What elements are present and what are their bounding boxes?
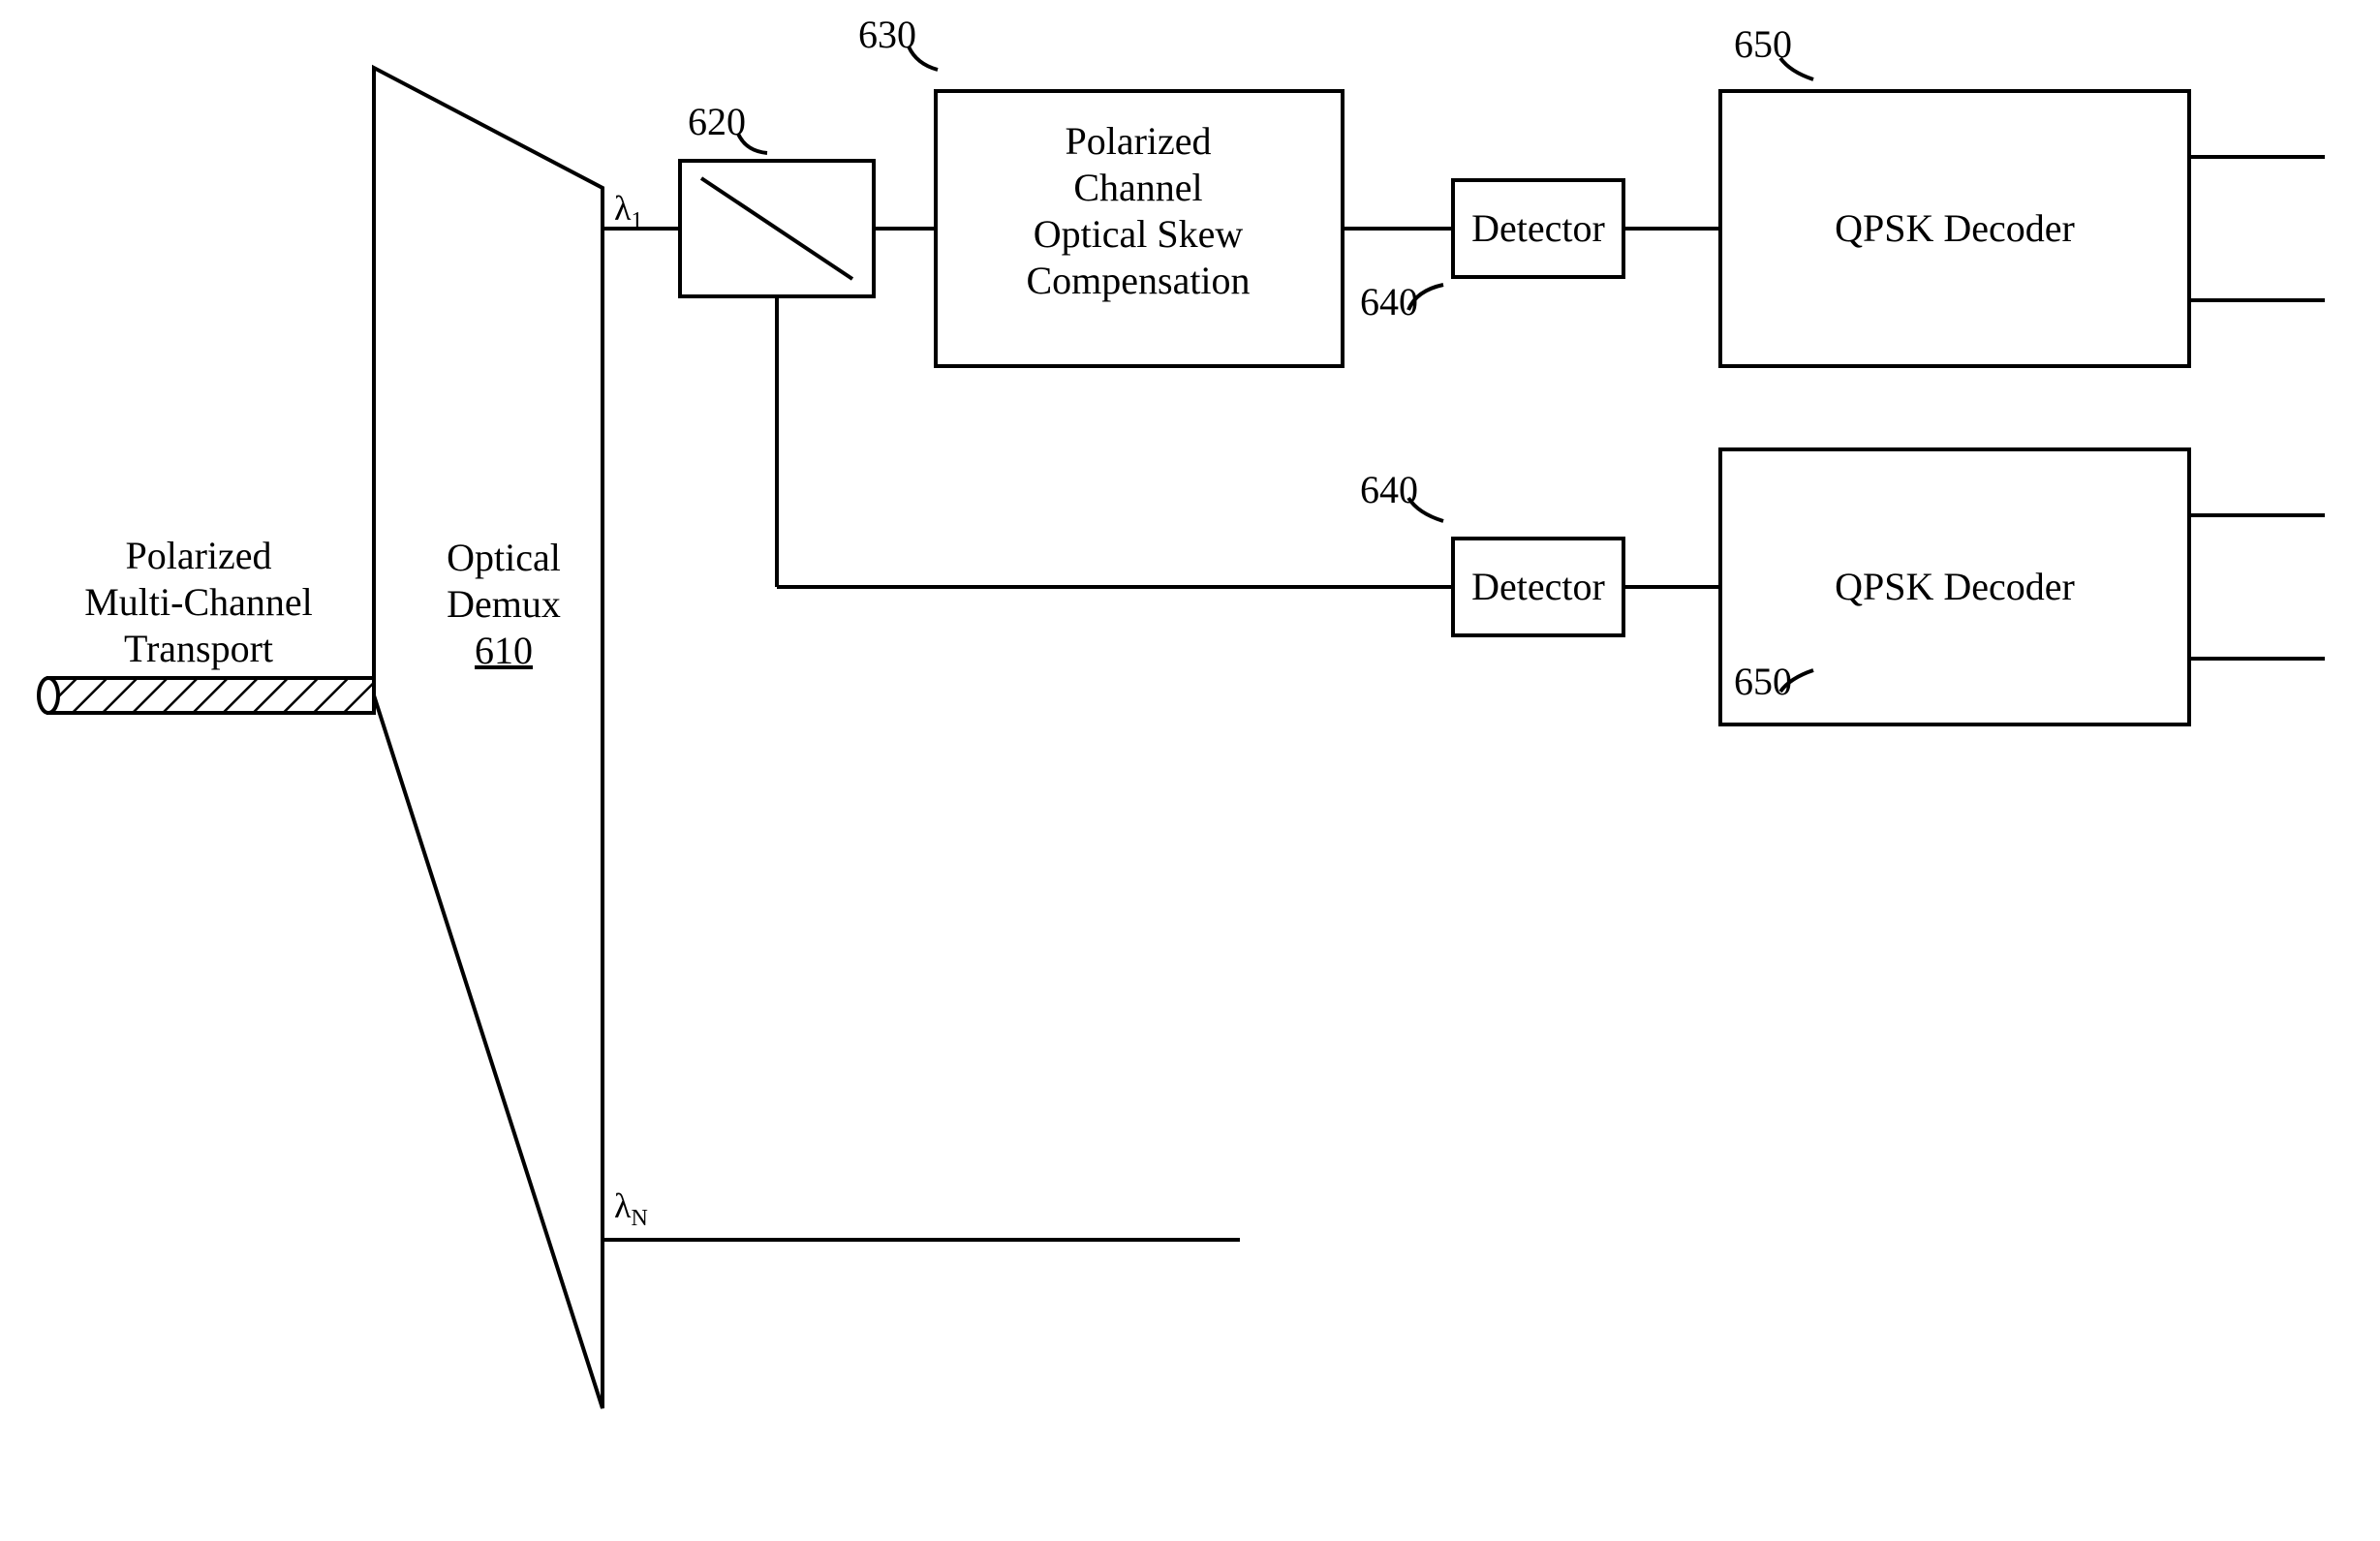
ref-640-a: 640: [1350, 279, 1428, 325]
input-label-line2: Multi-Channel: [84, 580, 313, 624]
ref-650-b: 650: [1724, 659, 1802, 705]
demux-ref: 610: [475, 629, 533, 672]
decoder-1-label: QPSK Decoder: [1720, 205, 2189, 252]
detector-2-label: Detector: [1453, 564, 1623, 610]
ref-620: 620: [678, 99, 756, 145]
lambda-n-sym: λ: [614, 1187, 631, 1225]
lambda-1-label: λ1: [614, 188, 642, 235]
input-label-line3: Transport: [124, 627, 273, 670]
compensation-label: Polarized Channel Optical Skew Compensat…: [940, 118, 1337, 304]
demux-label: Optical Demux 610: [417, 535, 591, 674]
comp-l1: Polarized: [1065, 119, 1211, 163]
input-pipe: [39, 678, 374, 713]
demux-label-1: Optical: [447, 536, 561, 579]
comp-l4: Compensation: [1026, 259, 1250, 302]
input-label: Polarized Multi-Channel Transport: [34, 533, 363, 672]
ref-650-a: 650: [1724, 21, 1802, 68]
lambda-n-sub: N: [631, 1206, 647, 1231]
ref-640-b: 640: [1350, 467, 1428, 513]
input-label-line1: Polarized: [125, 534, 271, 577]
lambda-1-sub: 1: [631, 208, 642, 233]
decoder-2-label: QPSK Decoder: [1720, 564, 2189, 610]
comp-l2: Channel: [1073, 166, 1202, 209]
lambda-n-label: λN: [614, 1186, 648, 1233]
block-diagram: Polarized Multi-Channel Transport Optica…: [0, 0, 2380, 1541]
demux-label-2: Demux: [447, 582, 561, 626]
lambda-1-sym: λ: [614, 189, 631, 228]
detector-1-label: Detector: [1453, 205, 1623, 252]
comp-l3: Optical Skew: [1034, 212, 1244, 256]
ref-630: 630: [849, 12, 926, 58]
optical-demux-shape: [374, 68, 603, 1408]
